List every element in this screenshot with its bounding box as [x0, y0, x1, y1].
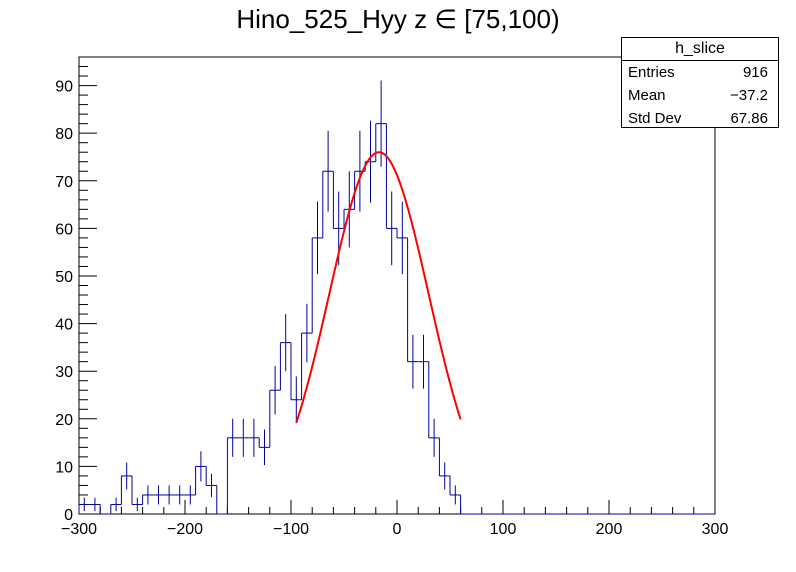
fit-curve-group [295, 151, 462, 424]
y-tick-label: 20 [55, 412, 73, 429]
stats-mean-row: Mean −37.2 [622, 84, 778, 107]
x-tick-label: 300 [702, 521, 729, 538]
x-tick-label: 0 [393, 521, 402, 538]
stats-entries-label: Entries [628, 64, 675, 81]
stats-stddev-value: 67.86 [730, 110, 768, 127]
stats-box: h_slice Entries 916 Mean −37.2 Std Dev 6… [621, 37, 779, 128]
stats-entries-value: 916 [742, 64, 768, 81]
y-tick-label: 60 [55, 221, 73, 238]
error-bars [83, 80, 456, 512]
stats-entries-row: Entries 916 [622, 61, 778, 84]
y-tick-label: 40 [55, 317, 73, 334]
y-tick-label: 0 [64, 507, 73, 524]
chart-title: Hino_525_Hyy z ∈ [75,100) [236, 4, 560, 34]
histogram-series [78, 123, 715, 515]
x-tick-label: −100 [273, 521, 309, 538]
stats-stddev-label: Std Dev [628, 110, 682, 127]
stats-stddev-row: Std Dev 67.86 [622, 107, 778, 130]
stats-mean-value: −37.2 [730, 87, 768, 104]
y-tick-label: 10 [55, 459, 73, 476]
x-tick-label: −300 [61, 521, 97, 538]
tick-labels: −300 −200 −100 0 100 200 300 0 10 20 30 40 50 60 70 80 9… [55, 79, 728, 538]
y-tick-label: 50 [55, 269, 73, 286]
stats-box-name: h_slice [622, 38, 778, 61]
axes [78, 56, 716, 515]
x-tick-label: −200 [167, 521, 203, 538]
fit-curve [295, 151, 462, 424]
x-tick-label: 100 [490, 521, 517, 538]
y-tick-label: 70 [55, 174, 73, 191]
x-tick-label: 200 [596, 521, 623, 538]
y-tick-label: 80 [55, 126, 73, 143]
plot-frame [78, 56, 716, 515]
y-tick-label: 90 [55, 79, 73, 96]
stats-mean-label: Mean [628, 87, 666, 104]
y-tick-label: 30 [55, 364, 73, 381]
